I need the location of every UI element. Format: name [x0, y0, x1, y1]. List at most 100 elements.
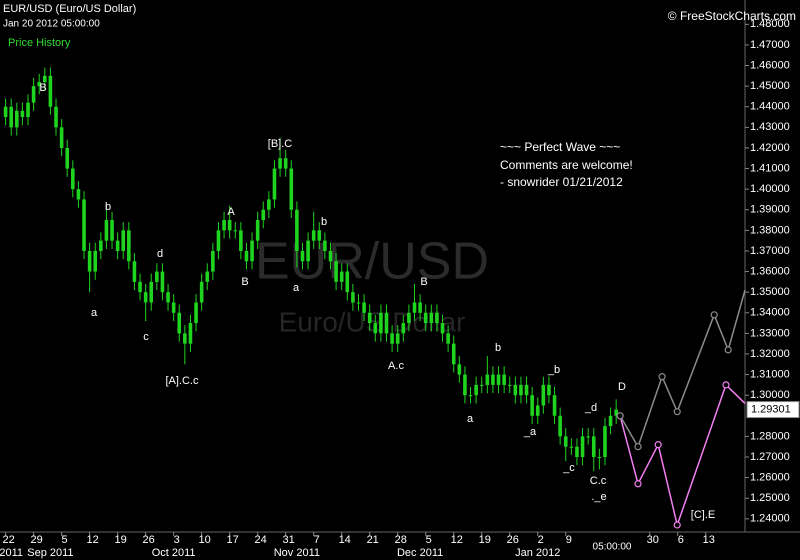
- x-tick-label: 9: [566, 534, 572, 546]
- x-tick-label: 3: [174, 534, 180, 546]
- candle-body: [143, 292, 148, 303]
- candle-body: [82, 199, 86, 251]
- projection-point: [634, 443, 642, 451]
- wave-label: D: [618, 381, 626, 393]
- y-tick-label: 1.48000: [750, 18, 790, 30]
- projection-point: [658, 373, 666, 381]
- wave-label: [A].C.c: [165, 375, 199, 387]
- wave-label: [B].C: [268, 138, 293, 150]
- candle-body: [603, 426, 607, 458]
- projection-point: [654, 441, 662, 449]
- wave-label: b: [105, 201, 111, 213]
- projection-point: [616, 412, 624, 420]
- candle-body: [132, 261, 137, 282]
- candle-body: [289, 168, 294, 210]
- wave-label: _c: [562, 462, 575, 474]
- wave-label: a: [293, 282, 300, 294]
- candle-body: [239, 230, 243, 251]
- x-tick-label: 31: [283, 534, 295, 546]
- candle-body: [608, 415, 613, 427]
- candle-body: [183, 333, 187, 344]
- candle-body: [211, 250, 215, 272]
- wave-label: _b: [547, 364, 560, 376]
- projection-point: [673, 408, 681, 416]
- cursor-time: 05:00:00: [593, 542, 632, 553]
- candle-body: [227, 220, 232, 231]
- candle-body: [306, 240, 310, 262]
- wave-label: _d: [584, 402, 597, 414]
- candle-body: [373, 323, 378, 334]
- y-tick-label: 1.31000: [750, 368, 790, 380]
- wave-label: [C].E: [691, 509, 715, 521]
- candle-body: [205, 271, 210, 282]
- candle-body: [446, 333, 450, 344]
- candle-body: [485, 374, 490, 385]
- month-label: Dec 2011: [397, 547, 443, 559]
- x-tick-label: 19: [479, 534, 491, 546]
- candle-body: [395, 333, 400, 344]
- candle-body: [15, 110, 19, 128]
- candle-body: [110, 220, 114, 241]
- note: ~~~ Perfect Wave ~~~: [500, 140, 620, 154]
- last-price-box: [746, 401, 800, 419]
- wave-label: _a: [523, 426, 537, 438]
- wave-label: b: [495, 342, 501, 354]
- x-tick-label: 5: [426, 534, 432, 546]
- candle-body: [20, 110, 25, 118]
- candle-body: [283, 158, 288, 169]
- candle-body: [121, 230, 126, 251]
- candle-body: [569, 446, 574, 448]
- y-tick-label: 1.43000: [750, 121, 790, 133]
- projection-point: [710, 311, 718, 319]
- candle-body: [233, 230, 238, 232]
- watermark-sub: Euro/US Dollar: [279, 306, 466, 337]
- candle-body: [563, 436, 568, 447]
- candle-body: [149, 281, 154, 303]
- candle-body: [199, 281, 204, 303]
- chart-title: EUR/USD (Euro/US Dollar): [3, 3, 136, 15]
- candle-body: [54, 106, 58, 128]
- candle-body: [43, 75, 47, 83]
- candle-body: [104, 220, 109, 241]
- candle-body: [496, 374, 501, 385]
- projection-point: [634, 480, 642, 488]
- candle-body: [463, 374, 467, 396]
- y-tick-label: 1.40000: [750, 183, 790, 195]
- y-tick-label: 1.37000: [750, 245, 790, 257]
- candle-body: [99, 240, 103, 251]
- projection-point: [722, 381, 730, 389]
- note: - snowrider 01/21/2012: [500, 175, 623, 189]
- candle-body: [26, 102, 30, 118]
- candle-body: [367, 312, 372, 324]
- watermark: EUR/USD: [255, 233, 489, 291]
- candle-body: [31, 86, 36, 103]
- candle-body: [457, 364, 462, 375]
- candle-body: [295, 209, 299, 251]
- candle-body: [423, 312, 428, 324]
- candle-body: [435, 312, 439, 324]
- candle-body: [194, 302, 198, 324]
- candle-body: [328, 250, 333, 262]
- candle-body: [244, 250, 249, 262]
- projection-point: [724, 346, 732, 354]
- candle-body: [597, 457, 602, 459]
- wave-label: C.c: [590, 475, 607, 487]
- y-tick-label: 1.32000: [750, 348, 790, 360]
- month-label: Jan 2012: [515, 547, 560, 559]
- month-label: Nov 2011: [274, 547, 320, 559]
- candle-body: [272, 168, 277, 200]
- candle-body: [401, 323, 406, 334]
- candle-body: [530, 395, 534, 416]
- candle-body: [552, 395, 557, 416]
- x-tick-label: 12: [86, 534, 98, 546]
- candle-body: [37, 82, 42, 87]
- candle-body: [524, 384, 529, 396]
- candle-body: [535, 405, 540, 416]
- candle-body: [71, 168, 75, 190]
- x-tick-label: 17: [227, 534, 239, 546]
- x-tick-label: 24: [255, 534, 267, 546]
- y-tick-label: 1.24000: [750, 513, 790, 525]
- candle-body: [334, 261, 338, 282]
- x-tick-label: 12: [451, 534, 463, 546]
- candle-body: [222, 220, 226, 231]
